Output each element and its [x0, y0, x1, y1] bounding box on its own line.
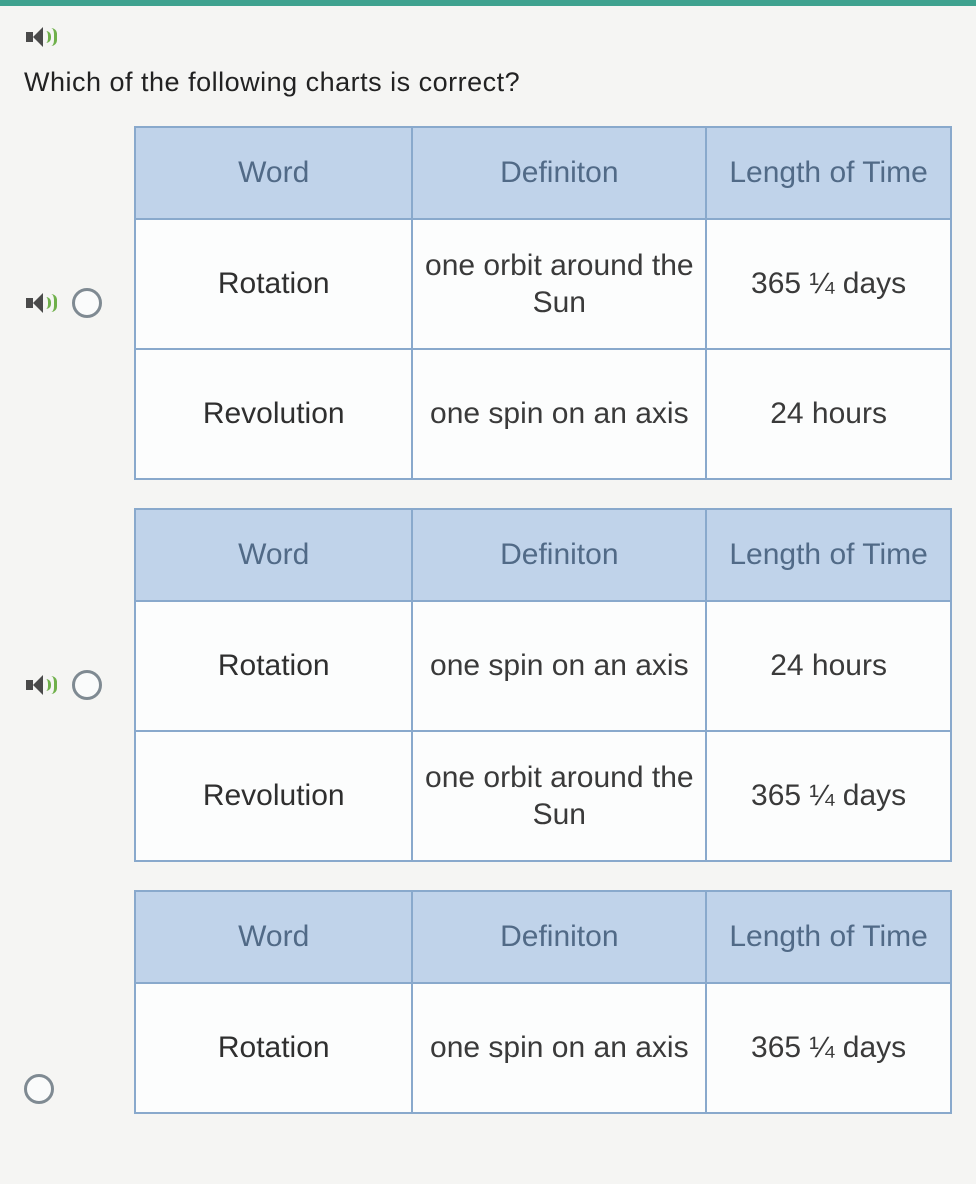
- choice-table: Word Definiton Length of Time Rotation o…: [134, 126, 952, 480]
- cell-definition: one spin on an axis: [412, 983, 706, 1113]
- quiz-screen: Which of the following charts is correct…: [0, 0, 976, 1184]
- table-row: Revolution one orbit around the Sun 365 …: [135, 731, 951, 861]
- cell-length: 365 ¼ days: [706, 219, 951, 349]
- cell-word: Rotation: [135, 219, 412, 349]
- option-controls: [24, 288, 134, 318]
- col-header-word: Word: [135, 891, 412, 983]
- col-header-length: Length of Time: [706, 891, 951, 983]
- col-header-definition: Definiton: [412, 127, 706, 219]
- radio-button[interactable]: [24, 1074, 54, 1104]
- table-row: Rotation one orbit around the Sun 365 ¼ …: [135, 219, 951, 349]
- choice-table: Word Definiton Length of Time Rotation o…: [134, 890, 952, 1114]
- cell-definition: one spin on an axis: [412, 349, 706, 479]
- radio-button[interactable]: [72, 670, 102, 700]
- cell-word: Rotation: [135, 983, 412, 1113]
- cell-word: Revolution: [135, 731, 412, 861]
- option-controls: [24, 1074, 134, 1104]
- answer-option: Word Definiton Length of Time Rotation o…: [24, 126, 952, 480]
- question-audio-row: [24, 24, 952, 55]
- choice-table: Word Definiton Length of Time Rotation o…: [134, 508, 952, 862]
- table-row: Revolution one spin on an axis 24 hours: [135, 349, 951, 479]
- col-header-length: Length of Time: [706, 509, 951, 601]
- table-row: Rotation one spin on an axis 365 ¼ days: [135, 983, 951, 1113]
- cell-length: 24 hours: [706, 349, 951, 479]
- col-header-word: Word: [135, 509, 412, 601]
- speaker-icon[interactable]: [24, 290, 58, 316]
- answer-option: Word Definiton Length of Time Rotation o…: [24, 508, 952, 862]
- cell-word: Revolution: [135, 349, 412, 479]
- cell-word: Rotation: [135, 601, 412, 731]
- col-header-word: Word: [135, 127, 412, 219]
- content-area: Which of the following charts is correct…: [0, 6, 976, 1114]
- speaker-icon[interactable]: [24, 672, 58, 698]
- cell-definition: one orbit around the Sun: [412, 219, 706, 349]
- radio-button[interactable]: [72, 288, 102, 318]
- option-controls: [24, 670, 134, 700]
- col-header-length: Length of Time: [706, 127, 951, 219]
- cell-definition: one spin on an axis: [412, 601, 706, 731]
- cell-length: 365 ¼ days: [706, 983, 951, 1113]
- answer-option: Word Definiton Length of Time Rotation o…: [24, 890, 952, 1114]
- table-row: Rotation one spin on an axis 24 hours: [135, 601, 951, 731]
- cell-length: 24 hours: [706, 601, 951, 731]
- speaker-icon[interactable]: [24, 24, 58, 50]
- cell-length: 365 ¼ days: [706, 731, 951, 861]
- col-header-definition: Definiton: [412, 891, 706, 983]
- cell-definition: one orbit around the Sun: [412, 731, 706, 861]
- question-text: Which of the following charts is correct…: [24, 67, 952, 98]
- col-header-definition: Definiton: [412, 509, 706, 601]
